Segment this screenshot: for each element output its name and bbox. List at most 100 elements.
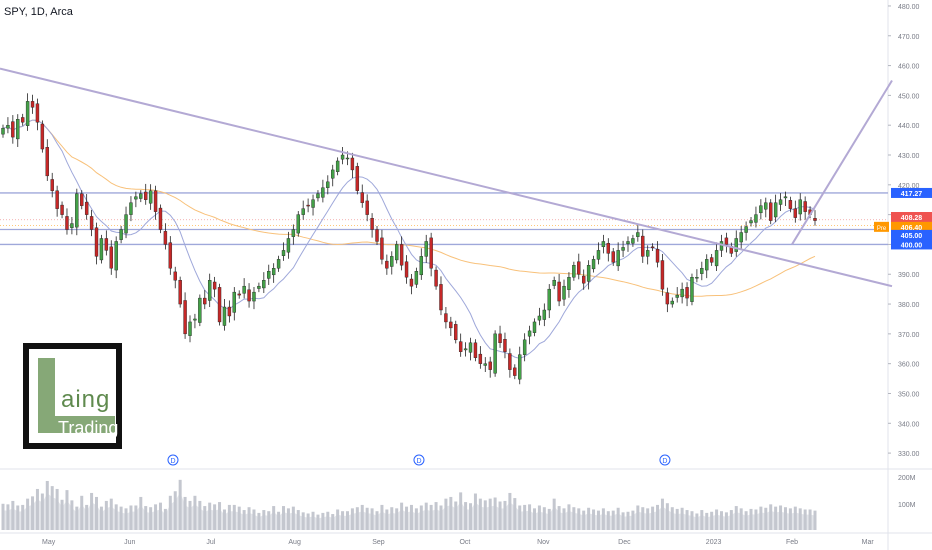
candle-body xyxy=(680,288,684,298)
volume-bar xyxy=(306,513,310,530)
volume-bar xyxy=(724,512,728,530)
volume-bar xyxy=(793,506,797,530)
volume-bar xyxy=(129,505,133,530)
candle-body xyxy=(104,238,109,251)
candle-body xyxy=(99,238,104,261)
candle-body xyxy=(45,147,49,177)
candle-body xyxy=(350,157,355,171)
candle-body xyxy=(380,237,384,260)
candle-body xyxy=(109,246,113,269)
volume-bar xyxy=(90,492,94,530)
price-level-tag xyxy=(891,229,932,240)
volume-bar xyxy=(572,507,576,530)
candle-body xyxy=(769,202,773,221)
volume-bar xyxy=(380,504,384,530)
x-tick-label: Sep xyxy=(372,539,385,546)
price-level-tag xyxy=(891,221,932,232)
candle-body xyxy=(183,300,187,335)
price-level-tag xyxy=(891,239,932,250)
candle-body xyxy=(232,291,236,313)
volume-bar xyxy=(282,506,286,530)
y-tick-label: 460.00 xyxy=(898,64,920,71)
candle-body xyxy=(537,315,542,321)
volume-bar xyxy=(478,498,482,530)
candle-body xyxy=(508,353,512,370)
volume-bar xyxy=(626,511,630,530)
candle-body xyxy=(778,199,783,205)
candle-body xyxy=(759,205,763,214)
volume-bar xyxy=(552,498,556,530)
volume-bar xyxy=(749,508,753,530)
candle-body xyxy=(488,361,492,370)
volume-bar xyxy=(700,510,704,530)
volume-bar xyxy=(601,508,605,530)
candle-body xyxy=(50,179,54,191)
volume-bar xyxy=(400,502,404,530)
candle-body xyxy=(449,321,453,329)
volume-bar xyxy=(355,507,359,530)
dividend-marker-icon xyxy=(167,454,179,466)
x-tick-label: Aug xyxy=(288,539,301,546)
volume-bar xyxy=(783,507,787,530)
volume-bar xyxy=(168,495,172,530)
volume-bar xyxy=(163,508,167,530)
candle-body xyxy=(626,241,630,245)
candle-body xyxy=(527,330,532,337)
candle-body xyxy=(764,202,768,210)
candle-body xyxy=(577,261,581,275)
volume-bar xyxy=(715,509,719,530)
candle-body xyxy=(572,265,576,278)
volume-bar xyxy=(114,504,118,530)
y-tick-label: 350.00 xyxy=(898,391,920,398)
trendline xyxy=(791,79,893,245)
candle-body xyxy=(360,192,364,203)
candle-body xyxy=(557,281,561,302)
volume-bar xyxy=(582,510,586,530)
volume-bar xyxy=(685,510,689,530)
candle-body xyxy=(55,190,59,209)
dividend-marker-label: D xyxy=(170,458,175,465)
candle-body xyxy=(429,237,433,269)
volume-bar xyxy=(385,509,389,530)
volume-bar xyxy=(237,506,241,530)
volume-bar xyxy=(577,508,581,530)
volume-bar xyxy=(744,511,748,530)
candle-body xyxy=(65,216,69,230)
candle-body xyxy=(316,193,320,199)
volume-bar xyxy=(739,508,743,530)
candle-body xyxy=(641,235,645,257)
volume-bar xyxy=(227,504,231,530)
volume-bar xyxy=(631,510,635,530)
candle-body xyxy=(276,259,281,269)
candle-body xyxy=(217,287,222,323)
volume-bar xyxy=(483,500,487,530)
candle-body xyxy=(650,246,655,249)
candle-body xyxy=(227,306,232,317)
volume-bar xyxy=(434,502,438,530)
price-level-tag xyxy=(891,187,932,198)
candle-body xyxy=(562,285,566,300)
candle-body xyxy=(139,193,143,199)
candle-body xyxy=(714,250,719,267)
dividend-marker-label: D xyxy=(416,458,421,465)
volume-bar xyxy=(547,508,551,530)
volume-bar xyxy=(291,506,295,530)
candle-body xyxy=(705,259,709,271)
volume-bar xyxy=(183,496,187,530)
volume-bar xyxy=(286,508,290,530)
candle-body xyxy=(335,160,340,172)
symbol-title[interactable]: SPY, 1D, Arca xyxy=(4,6,73,18)
volume-bar xyxy=(759,506,763,530)
volume-bar xyxy=(80,495,84,530)
volume-bar xyxy=(6,504,10,530)
candle-body xyxy=(385,260,389,269)
candle-body xyxy=(30,101,35,108)
volume-bar xyxy=(316,514,320,530)
volume-bar xyxy=(193,495,197,530)
candle-body xyxy=(454,324,458,341)
candle-body xyxy=(601,241,606,248)
candle-body xyxy=(163,231,168,245)
volume-bar xyxy=(557,506,561,530)
dividend-marker-label: D xyxy=(662,458,667,465)
